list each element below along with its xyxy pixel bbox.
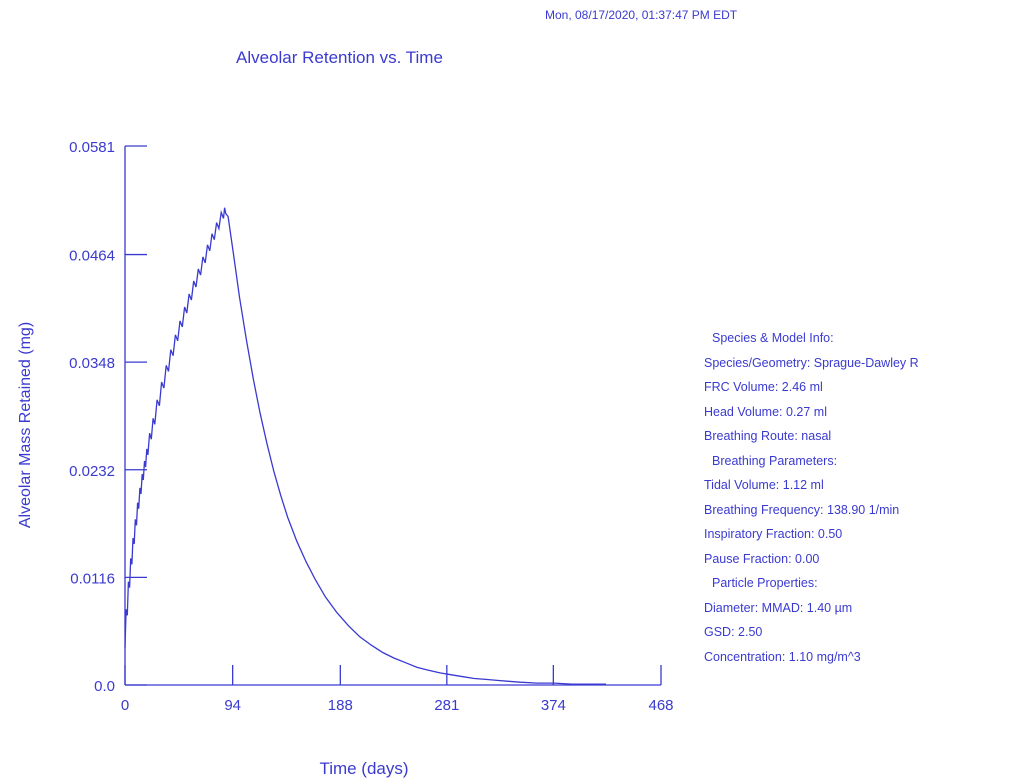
x-tick-label: 0 [121, 697, 129, 714]
info-panel: Species & Model Info: Species/Geometry: … [704, 326, 919, 669]
x-tick-label: 374 [541, 697, 566, 714]
y-axis-label: Alveolar Mass Retained (mg) [17, 322, 34, 528]
pause-fraction: Pause Fraction: 0.00 [704, 551, 820, 566]
particle-header: Particle Properties: [712, 576, 818, 590]
x-tick-label: 468 [648, 697, 673, 714]
species-geometry: Species/Geometry: Sprague-Dawley R [704, 355, 919, 370]
timestamp: Mon, 08/17/2020, 01:37:47 PM EDT [545, 8, 738, 22]
head-volume: Head Volume: 0.27 ml [704, 404, 827, 419]
inspiratory-fraction: Inspiratory Fraction: 0.50 [704, 527, 843, 541]
y-tick-label: 0.0232 [69, 463, 115, 480]
breathing-route: Breathing Route: nasal [704, 429, 832, 443]
gsd: GSD: 2.50 [704, 625, 763, 639]
y-tick-label: 0.0 [94, 678, 115, 695]
species-header: Species & Model Info: [712, 331, 834, 345]
x-tick-label: 281 [434, 697, 459, 714]
concentration: Concentration: 1.10 mg/m^3 [704, 649, 861, 664]
diameter: Diameter: MMAD: 1.40 µm [704, 600, 853, 615]
frc-volume: FRC Volume: 2.46 ml [704, 380, 823, 394]
y-ticks: 0.0 0.0116 0.0232 0.0348 0.0464 0.0581 [69, 139, 147, 695]
tidal-volume: Tidal Volume: 1.12 ml [704, 478, 824, 492]
y-tick-label: 0.0348 [69, 355, 115, 372]
x-ticks: 0 94 188 281 374 468 [121, 665, 674, 714]
x-tick-label: 188 [328, 697, 353, 714]
y-tick-label: 0.0116 [70, 570, 115, 587]
breathing-header: Breathing Parameters: [712, 453, 838, 468]
breathing-frequency: Breathing Frequency: 138.90 1/min [704, 502, 900, 517]
x-axis-label: Time (days) [319, 759, 408, 778]
axes [124, 146, 661, 686]
x-tick-label: 94 [224, 697, 241, 714]
chart-title: Alveolar Retention vs. Time [236, 48, 443, 67]
series-line [124, 207, 606, 685]
y-tick-label: 0.0464 [69, 248, 115, 265]
y-tick-label: 0.0581 [69, 139, 115, 156]
